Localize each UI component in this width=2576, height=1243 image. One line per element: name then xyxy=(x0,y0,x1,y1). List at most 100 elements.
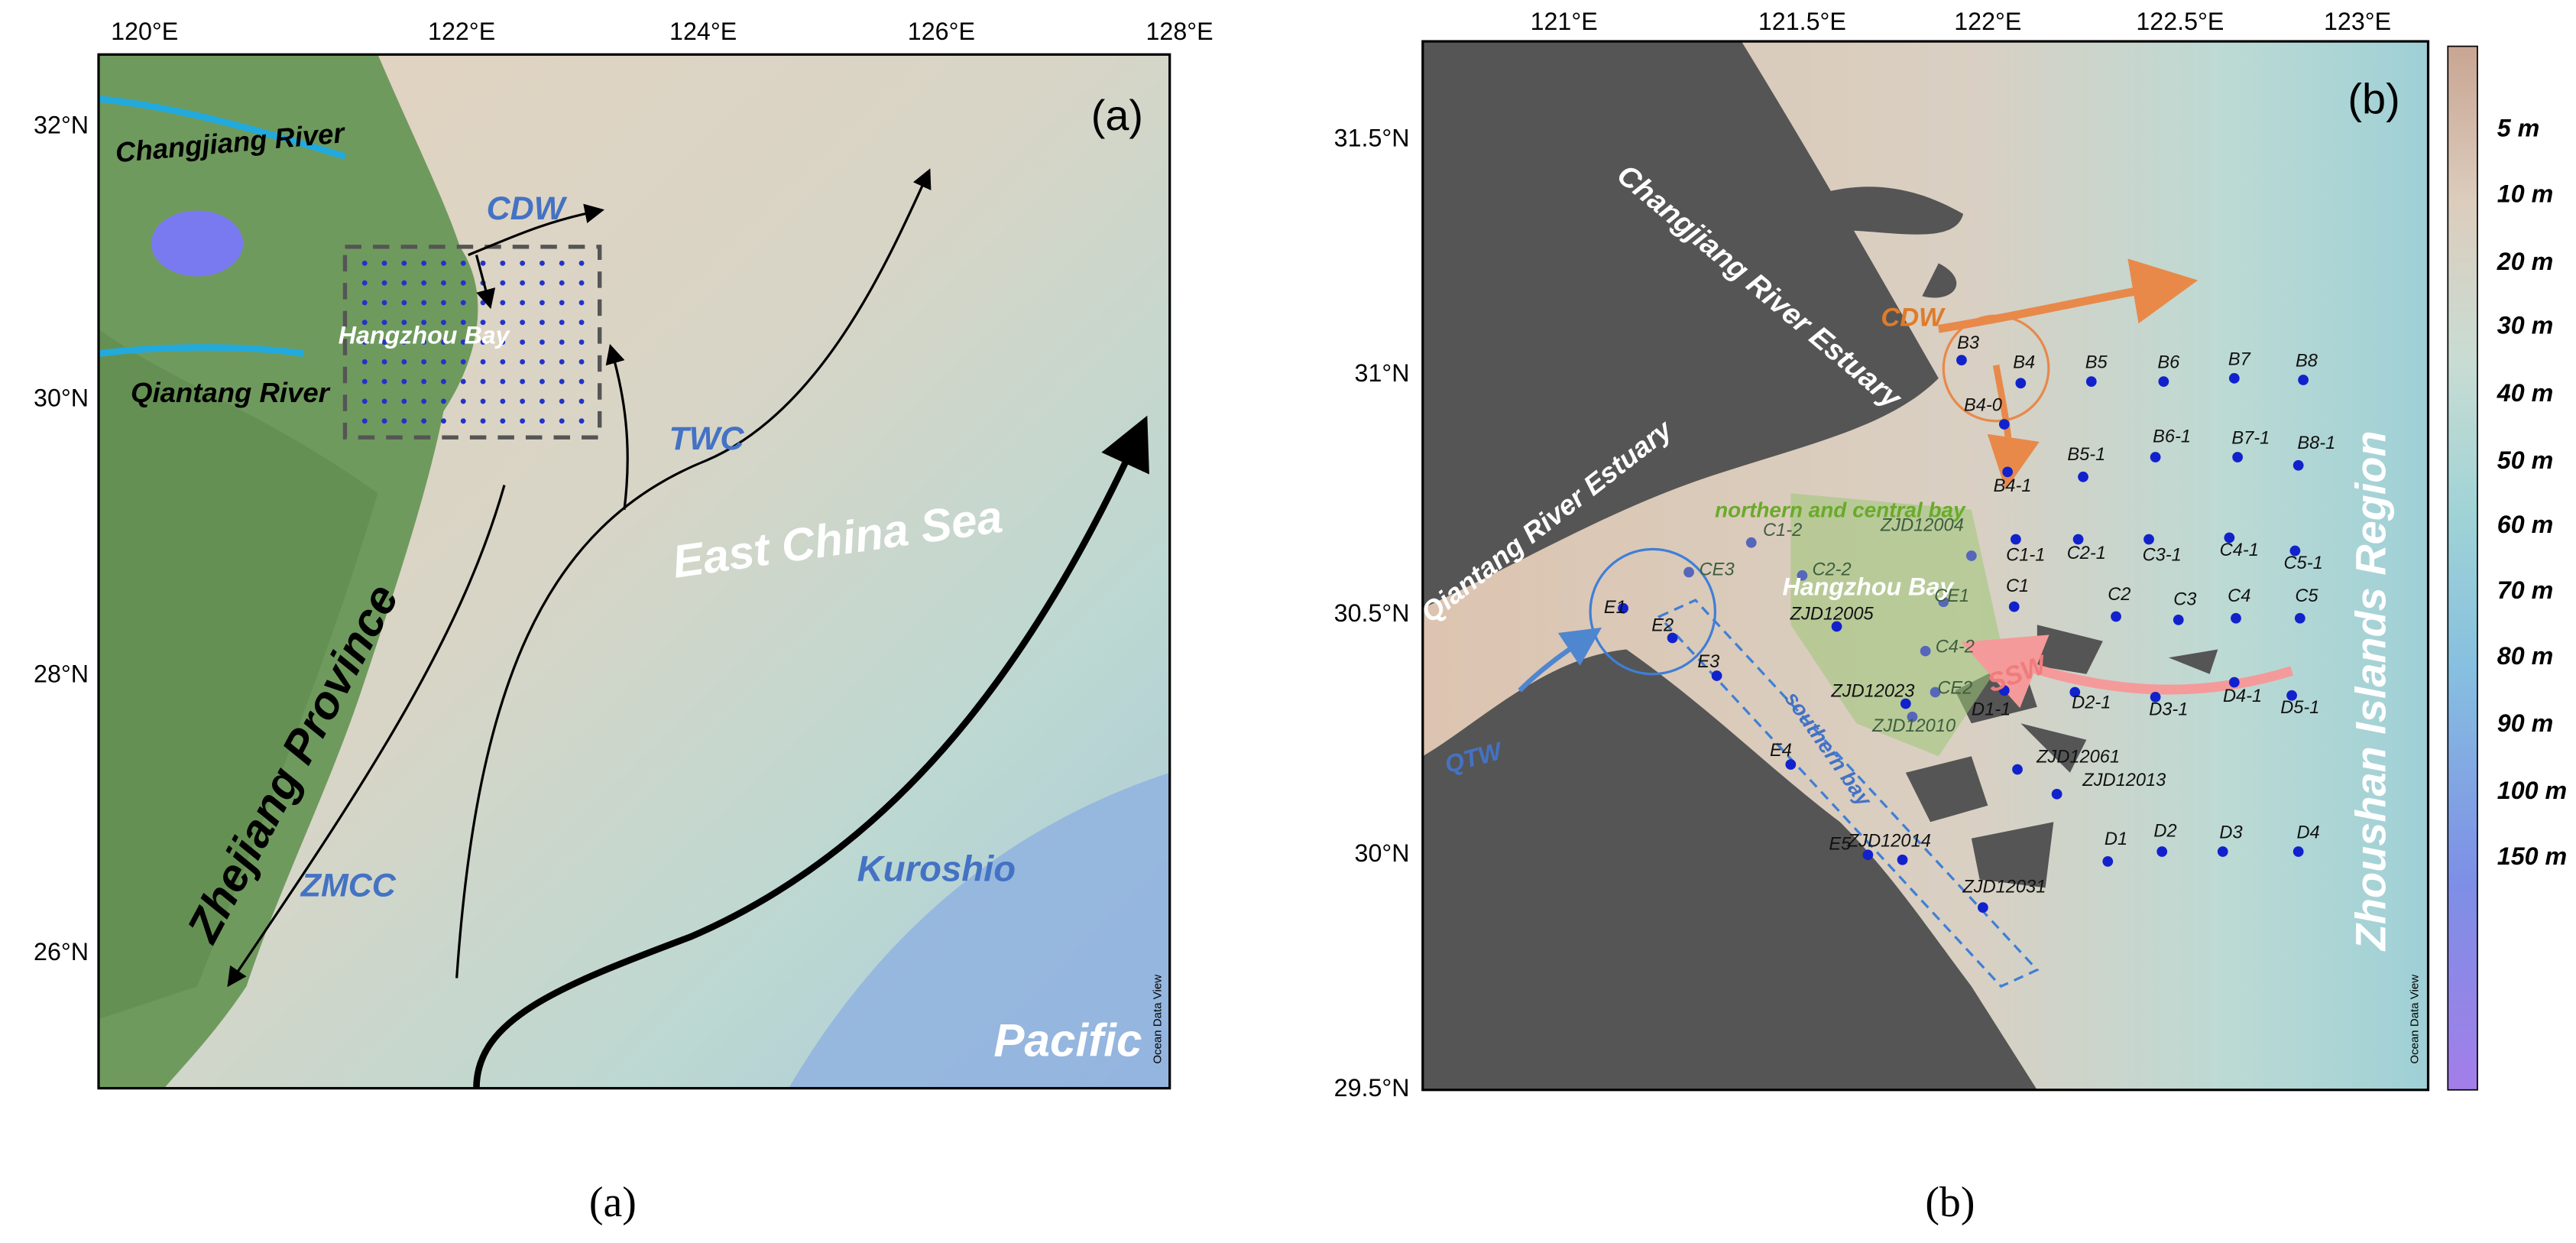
station-label: D3 xyxy=(2219,823,2242,843)
station-dot xyxy=(421,300,427,306)
station-dot xyxy=(1745,537,1757,548)
station-dot xyxy=(1930,686,1941,698)
station-dot xyxy=(2150,452,2161,462)
station-dot xyxy=(460,398,466,404)
station-dot xyxy=(421,378,427,385)
station-dot xyxy=(2008,601,2020,612)
station-dot xyxy=(540,418,545,424)
station-label: E3 xyxy=(1697,652,1719,672)
arrow xyxy=(455,168,932,978)
arrow xyxy=(1937,258,2199,333)
station-dot xyxy=(421,320,427,326)
station-dot xyxy=(381,339,387,345)
annotation: Pacific xyxy=(993,1014,1142,1066)
station-label: ZJD12031 xyxy=(1962,878,2046,897)
station-label: CE1 xyxy=(1934,586,1969,606)
annotation: Ocean Data View xyxy=(2408,975,2421,1064)
map-a xyxy=(98,54,1170,1089)
station-dot xyxy=(1785,759,1797,770)
river xyxy=(98,96,346,160)
station-dot xyxy=(540,260,545,266)
station-dot xyxy=(520,260,526,266)
island xyxy=(1839,625,2218,1077)
station-dot xyxy=(1831,621,1842,632)
station-dot xyxy=(361,378,368,385)
station-dot xyxy=(500,339,506,345)
lat-label: 31.5°N xyxy=(1334,125,1410,152)
station-label: B4-0 xyxy=(1964,396,2002,416)
station-grid xyxy=(361,260,585,424)
station-dot xyxy=(500,280,506,286)
station-dot xyxy=(2232,452,2244,462)
annotation: (a) xyxy=(1091,91,1143,139)
station-dot xyxy=(559,339,565,345)
station-dot xyxy=(361,320,368,326)
station-dot xyxy=(1938,596,1949,608)
station-dot xyxy=(381,300,387,306)
station-dot xyxy=(2111,611,2121,622)
annotation: Kuroshio xyxy=(857,849,1016,889)
station-dot xyxy=(540,378,545,385)
station-label: C5-1 xyxy=(2284,553,2323,573)
station-dot xyxy=(361,418,368,424)
land xyxy=(1422,41,1939,609)
station-dot xyxy=(401,320,407,326)
station-label: C4-1 xyxy=(2220,540,2259,560)
annotation: Zhoushan Islands Region xyxy=(2346,430,2394,952)
station-dot xyxy=(2069,686,2081,698)
station-dot xyxy=(1900,698,1911,709)
station-dot xyxy=(1998,685,2010,696)
station-dot xyxy=(540,339,545,345)
station-label: B5 xyxy=(2085,353,2108,373)
station-label: ZJD12013 xyxy=(2082,771,2166,790)
station-label: D2-1 xyxy=(2072,693,2111,713)
annotation: northern and central bay xyxy=(1715,498,1966,521)
lat-label: 29.5°N xyxy=(1334,1074,1410,1102)
station-dot xyxy=(520,418,526,424)
station-dot xyxy=(2011,534,2021,545)
station-dot xyxy=(2292,846,2304,857)
lon-label: 122°E xyxy=(428,18,495,45)
station-dot xyxy=(559,418,565,424)
station-label: C2-1 xyxy=(2067,544,2106,563)
station-label: B7-1 xyxy=(2231,429,2270,449)
station-dot xyxy=(2015,378,2027,389)
caption: (b) xyxy=(1925,1179,1975,1226)
station-label: C3 xyxy=(2173,589,2196,609)
station-dot xyxy=(480,418,486,424)
station-dot xyxy=(1965,550,1977,561)
stations xyxy=(1618,355,2309,913)
station-label: B3 xyxy=(1957,333,1979,353)
station-dot xyxy=(2231,612,2241,624)
station-dot xyxy=(381,378,387,385)
station-label: CE3 xyxy=(1700,560,1735,580)
station-dot xyxy=(1956,355,1967,366)
frame xyxy=(1421,40,2430,1092)
station-dot xyxy=(520,320,526,326)
station-dot xyxy=(2051,788,2062,800)
station-dot xyxy=(2158,376,2169,387)
caption: (a) xyxy=(589,1179,637,1226)
annotation: Hangzhou Bay xyxy=(1782,573,1955,601)
station-dot xyxy=(578,378,585,385)
station-dot xyxy=(2217,846,2228,857)
station-dot xyxy=(578,280,585,286)
station-label: B5-1 xyxy=(2067,445,2105,465)
station-dot xyxy=(441,339,446,345)
station-dot xyxy=(381,260,387,266)
station-dot xyxy=(480,398,486,404)
station-dot xyxy=(460,378,466,385)
station-label: C1-1 xyxy=(2006,545,2045,565)
arrow xyxy=(1961,634,2293,709)
arrow xyxy=(468,203,605,257)
station-dot xyxy=(480,359,486,365)
station-dot xyxy=(559,300,565,306)
station-dot xyxy=(480,300,486,306)
station-dot xyxy=(578,260,585,266)
station-dot xyxy=(441,320,446,326)
north-central-bay xyxy=(1790,493,2004,757)
lake xyxy=(151,210,244,277)
station-label: ZJD12023 xyxy=(1830,682,1914,702)
